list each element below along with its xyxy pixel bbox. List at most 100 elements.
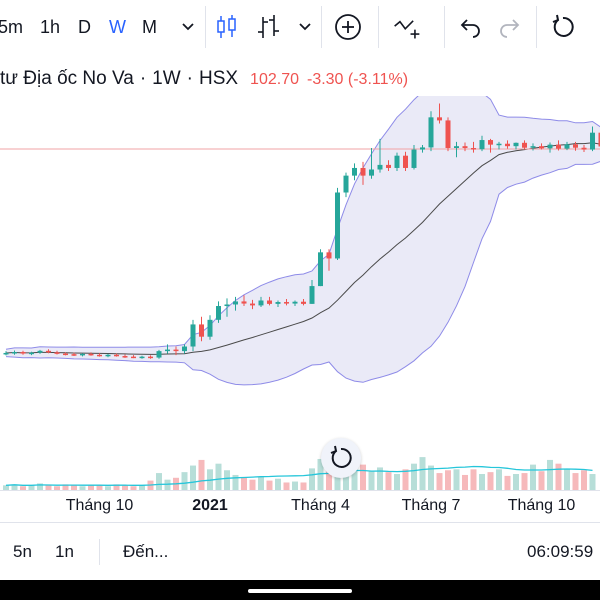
- candle-body: [564, 144, 570, 149]
- volume-bar: [377, 467, 383, 490]
- volume-bar: [139, 485, 145, 490]
- candle-body: [428, 117, 434, 148]
- candle-body: [445, 120, 451, 149]
- chevron-down-icon[interactable]: [290, 12, 320, 42]
- candle-body: [54, 352, 60, 354]
- bollinger-lower-line: [5, 161, 600, 386]
- toolbar-divider: [378, 6, 379, 48]
- volume-bar: [71, 485, 77, 490]
- range-5y-button[interactable]: 5n: [13, 542, 32, 561]
- volume-bar: [479, 474, 485, 490]
- candle-body: [258, 300, 264, 306]
- interval-d[interactable]: D: [78, 17, 91, 37]
- home-handle[interactable]: [248, 589, 352, 593]
- symbol-interval: 1W: [152, 68, 181, 89]
- candle-body: [369, 169, 374, 176]
- volume-bar: [555, 463, 562, 490]
- bollinger-upper-line: [5, 96, 600, 350]
- candle-body: [71, 354, 77, 356]
- volume-bar: [385, 472, 392, 490]
- bollinger-basis-line: [5, 142, 600, 355]
- candle-body: [360, 167, 366, 176]
- candle-body: [573, 144, 578, 148]
- volume-bar: [45, 485, 52, 490]
- candle-body: [250, 303, 255, 306]
- volume-bar: [436, 473, 443, 490]
- time-axis-label: Tháng 7: [401, 497, 461, 514]
- indicator-add-icon[interactable]: [392, 12, 422, 42]
- candle-body: [513, 142, 519, 147]
- volume-bar: [28, 485, 35, 490]
- goto-date-button[interactable]: Đến...: [123, 542, 169, 561]
- candle-body: [488, 140, 493, 145]
- clock-time: 06:09:59: [527, 542, 594, 561]
- symbol-exchange: HSX: [198, 68, 239, 89]
- interval-5m[interactable]: 5m: [0, 17, 24, 37]
- candle-body: [556, 144, 561, 149]
- volume-bar: [232, 474, 239, 490]
- volume-bar: [351, 462, 358, 490]
- undo-icon[interactable]: [455, 12, 485, 42]
- redo-icon[interactable]: [495, 12, 525, 42]
- volume-bar: [215, 463, 222, 490]
- volume-bar: [37, 483, 43, 490]
- interval-m[interactable]: M: [142, 17, 157, 37]
- candle-body: [207, 319, 213, 337]
- range-1y-button[interactable]: 1n: [55, 542, 74, 561]
- plus-circle-icon[interactable]: [333, 12, 363, 42]
- time-axis-label: 2021: [192, 497, 228, 514]
- price-chart[interactable]: [0, 96, 600, 490]
- toolbar-divider: [444, 6, 445, 48]
- candle-body: [233, 301, 238, 305]
- chevron-down-icon[interactable]: [173, 12, 203, 42]
- toolbar-divider: [205, 6, 206, 48]
- volume-bar: [62, 484, 69, 490]
- volume-bar: [198, 459, 205, 490]
- candle-body: [182, 346, 187, 352]
- candle-body: [598, 132, 600, 147]
- volume-bar: [249, 479, 256, 490]
- volume-ma-line: [5, 465, 593, 486]
- bottom-divider: [99, 539, 100, 565]
- time-axis[interactable]: Tháng 10 2021 Tháng 4 Tháng 7 Tháng 10: [0, 490, 600, 523]
- volume-bar: [241, 477, 247, 490]
- volume-bar: [113, 484, 120, 490]
- volume-bar: [581, 470, 587, 490]
- legend-dot: ·: [139, 68, 147, 89]
- candle-body: [343, 175, 349, 193]
- volume-bar: [445, 470, 451, 490]
- candle-body: [3, 352, 9, 355]
- candle-body: [505, 143, 510, 147]
- volume-bar: [181, 472, 188, 490]
- candle-body: [267, 300, 272, 304]
- volume-bar: [224, 470, 230, 490]
- top-toolbar: 5m 1h D W M: [0, 0, 600, 54]
- interval-w[interactable]: W: [109, 17, 126, 37]
- volume-bar: [105, 486, 111, 490]
- bars-icon[interactable]: [254, 12, 284, 42]
- volume-bar: [54, 486, 60, 490]
- candle-body: [420, 147, 425, 150]
- reset-chart-button[interactable]: [321, 438, 361, 478]
- volume-bar: [11, 484, 18, 490]
- candle-body: [301, 301, 306, 304]
- reset-icon[interactable]: [548, 12, 578, 42]
- interval-1h[interactable]: 1h: [40, 17, 61, 37]
- price-change: -3.30 (-3.11%): [306, 71, 409, 88]
- volume-bar: [589, 474, 596, 490]
- volume-bar: [3, 485, 9, 490]
- volume-bar: [275, 478, 281, 490]
- volume-bar: [538, 471, 545, 490]
- volume-bar: [547, 459, 553, 490]
- candle-body: [318, 252, 323, 287]
- volume-bar: [402, 469, 409, 490]
- volume-bar: [504, 475, 511, 490]
- legend-dot: ·: [186, 68, 193, 89]
- candles-icon[interactable]: [212, 12, 242, 42]
- candle-body: [20, 352, 26, 354]
- volume-bar: [258, 476, 264, 490]
- volume-bar: [20, 486, 26, 490]
- candle-body: [496, 143, 502, 146]
- volume-bar: [394, 474, 400, 490]
- candle-body: [97, 354, 102, 357]
